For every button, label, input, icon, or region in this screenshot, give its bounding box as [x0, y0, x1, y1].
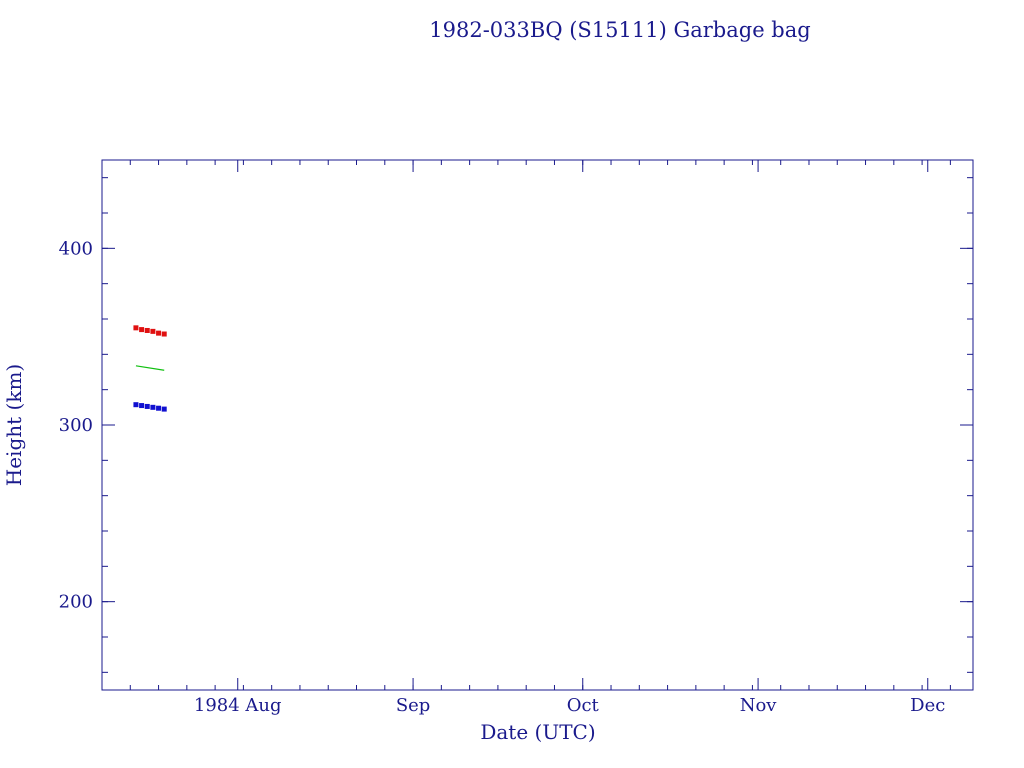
apogee-point	[156, 330, 162, 336]
x-tick-label: Nov	[740, 695, 778, 716]
apogee-series	[133, 325, 167, 337]
series-layer	[133, 325, 167, 412]
apogee-point	[161, 331, 167, 337]
perigee-point	[161, 406, 167, 412]
x-tick-label: Sep	[396, 695, 431, 716]
y-tick-label: 300	[59, 415, 93, 436]
x-tick-label: Dec	[910, 695, 945, 716]
perigee-point	[133, 402, 139, 408]
mean-line	[135, 365, 165, 371]
perigee-point	[156, 405, 162, 411]
y-tick-label: 200	[59, 592, 93, 613]
apogee-point	[139, 327, 145, 333]
x-axis-label: Date (UTC)	[480, 720, 595, 744]
y-tick-label: 400	[59, 238, 93, 259]
perigee-point	[139, 403, 145, 409]
perigee-point	[150, 404, 156, 410]
axis-ticks	[101, 160, 973, 690]
plot-frame	[101, 159, 974, 691]
apogee-point	[133, 325, 139, 331]
x-tick-label: Oct	[567, 695, 600, 716]
tick-labels: 1984 Aug Sep Oct Nov Dec 200 300 400	[59, 238, 946, 716]
perigee-point	[144, 403, 150, 409]
apogee-point	[144, 327, 150, 333]
y-axis-label: Height (km)	[2, 364, 26, 486]
perigee-series	[133, 402, 167, 412]
mean-series	[135, 365, 165, 371]
apogee-point	[150, 328, 156, 334]
x-tick-label: 1984 Aug	[194, 695, 282, 716]
chart-title: 1982-033BQ (S15111) Garbage bag	[429, 18, 810, 42]
